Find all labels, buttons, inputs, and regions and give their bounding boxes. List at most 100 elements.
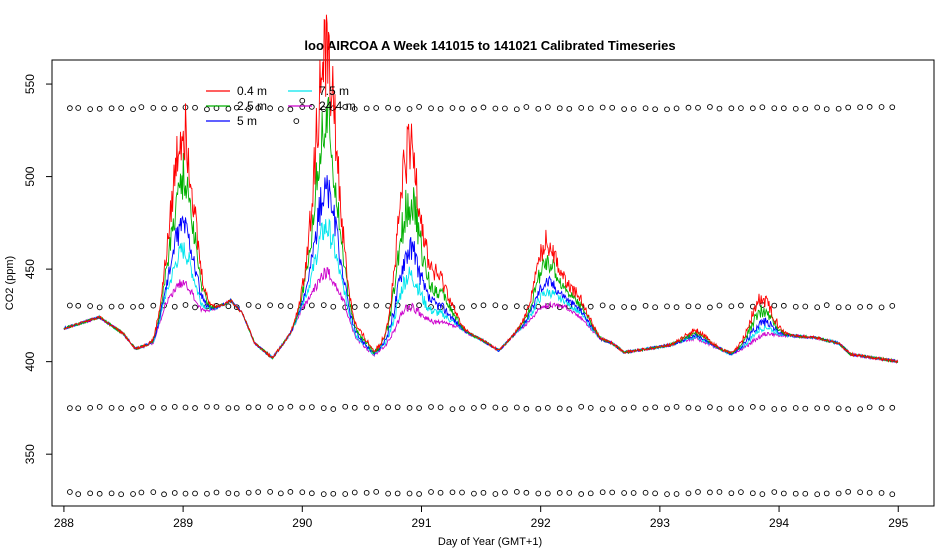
calibration-point <box>642 105 649 112</box>
calibration-point <box>138 404 145 410</box>
calibration-point <box>299 404 306 411</box>
calibration-point <box>492 404 499 411</box>
calibration-point <box>759 491 766 497</box>
calibration-point <box>835 304 842 311</box>
calibration-point <box>857 406 863 412</box>
calibration-point <box>192 490 198 497</box>
calibration-point <box>673 491 680 497</box>
calibration-point <box>108 303 115 310</box>
calibration-point <box>707 304 713 311</box>
calibration-point <box>330 490 337 497</box>
calibration-point <box>630 404 637 411</box>
calibration-point <box>150 404 157 411</box>
calibration-point <box>320 405 327 411</box>
calibration-point <box>342 403 349 410</box>
calibration-point <box>150 302 157 309</box>
x-axis-label: Day of Year (GMT+1) <box>438 536 542 548</box>
calibration-point <box>267 403 273 410</box>
calibration-point <box>225 105 232 112</box>
calibration-point <box>802 303 809 310</box>
calibration-point <box>213 404 220 410</box>
calibration-point <box>716 105 723 112</box>
calibration-point <box>87 303 93 309</box>
y-tick-label: 450 <box>23 259 37 279</box>
calibration-point <box>363 489 370 496</box>
calibration-point <box>480 489 487 496</box>
calibration-point <box>716 302 723 309</box>
calibration-point <box>108 490 115 497</box>
calibration-point <box>771 302 778 309</box>
calibration-point <box>245 106 252 112</box>
series-lines <box>63 14 899 364</box>
calibration-point <box>255 303 262 310</box>
calibration-point <box>673 304 680 310</box>
calibration-point <box>685 404 692 411</box>
calibration-point <box>416 302 422 309</box>
calibration-point <box>308 404 315 410</box>
calibration-point <box>587 405 594 411</box>
calibration-point <box>416 491 422 497</box>
calibration-point <box>664 491 670 497</box>
calibration-point <box>480 104 487 111</box>
calibration-point <box>363 105 370 112</box>
calibration-point <box>695 104 701 111</box>
calibration-point <box>578 104 585 111</box>
calibration-point <box>728 490 735 497</box>
calibration-point <box>771 105 778 112</box>
calibration-point <box>87 404 93 411</box>
calibration-point <box>394 490 401 497</box>
calibration-point <box>780 105 787 112</box>
calibration-point <box>652 490 658 497</box>
calibration-point <box>738 489 744 495</box>
calibration-point <box>118 105 124 111</box>
calibration-point <box>609 104 616 111</box>
calibration-point <box>171 490 178 496</box>
series-line-0-4-m <box>63 14 899 364</box>
calibration-point <box>406 490 413 497</box>
calibration-point <box>878 104 885 110</box>
legend-label: 7.5 m <box>319 84 349 98</box>
calibration-point <box>513 404 520 411</box>
calibration-point <box>673 404 680 410</box>
calibration-point <box>845 488 852 495</box>
calibration-point <box>204 490 210 497</box>
calibration-point <box>523 405 530 412</box>
calibration-point <box>642 302 649 309</box>
calibration-point <box>75 105 82 111</box>
calibration-point <box>225 490 232 496</box>
calibration-point <box>609 304 616 310</box>
calibration-point <box>889 104 896 111</box>
calibration-point <box>471 405 477 411</box>
calibration-point <box>428 105 434 112</box>
legend-label: 5 m <box>237 114 257 128</box>
calibration-point <box>233 405 240 411</box>
calibration-point <box>814 405 821 412</box>
calibration-point <box>695 405 701 412</box>
calibration-point <box>630 105 637 112</box>
calibration-point <box>330 303 337 310</box>
x-tick-label: 292 <box>531 516 551 530</box>
calibration-point <box>728 303 735 310</box>
x-tick-label: 295 <box>888 516 908 530</box>
calibration-point <box>192 405 198 411</box>
calibration-point <box>749 303 756 310</box>
calibration-point <box>578 403 585 410</box>
calibration-point <box>845 406 852 412</box>
calibration-point <box>267 105 273 111</box>
calibration-point <box>664 405 670 412</box>
calibration-point <box>449 105 456 111</box>
calibration-point <box>728 405 735 412</box>
calibration-point <box>814 491 821 498</box>
calibration-point <box>233 490 240 497</box>
calibration-point <box>225 405 232 411</box>
calibration-point <box>587 303 594 310</box>
calibration-point <box>707 489 713 496</box>
calibration-point <box>802 405 809 412</box>
calibration-point <box>351 489 358 496</box>
calibration-point <box>299 97 306 104</box>
calibration-point <box>245 302 252 308</box>
calibration-point <box>857 104 863 111</box>
calibration-point <box>716 489 723 495</box>
calibration-point <box>161 491 167 498</box>
calibration-point <box>437 105 444 112</box>
